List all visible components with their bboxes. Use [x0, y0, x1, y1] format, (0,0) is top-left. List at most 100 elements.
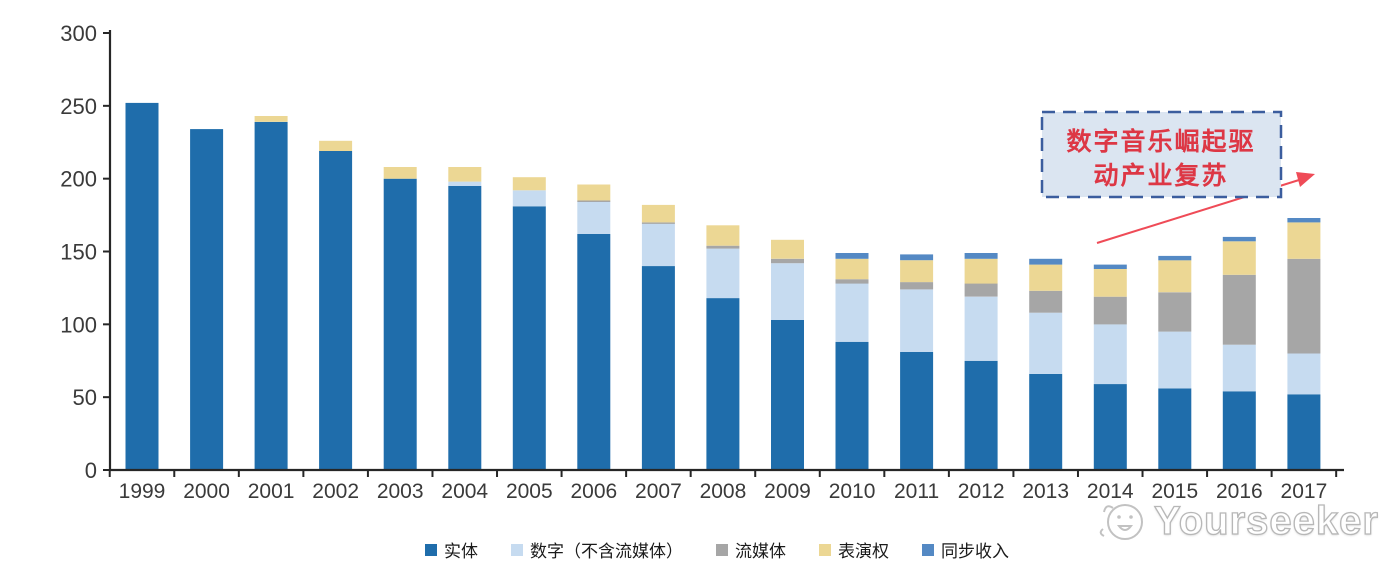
annotation-box-rect: [1040, 110, 1283, 199]
x-tick-label: 2003: [377, 480, 424, 503]
bar-segment-2010: [835, 258, 869, 280]
bar-segment-2008: [706, 298, 740, 470]
bar-segment-2014: [1093, 264, 1127, 269]
x-tick-label: 2010: [829, 480, 876, 503]
bars-group: [125, 102, 1321, 471]
y-tick-label: 100: [60, 312, 97, 337]
x-tick-label: 2001: [248, 480, 295, 503]
bar-segment-2009: [771, 263, 804, 320]
bar-segment-2008: [706, 248, 740, 299]
bar-segment-2005: [512, 190, 546, 207]
bar-segment-2012: [964, 258, 998, 284]
bar-segment-2011: [900, 260, 934, 283]
legend-label-physical: 实体: [444, 542, 478, 561]
bar-segment-2017: [1287, 353, 1321, 395]
bar-segment-2002: [319, 151, 353, 470]
x-tick-label: 2005: [506, 480, 553, 503]
bar-segment-2011: [900, 254, 934, 261]
bar-segment-2012: [964, 360, 998, 471]
bar-segment-2013: [1029, 373, 1063, 470]
annotation-arrow-head: [1296, 172, 1315, 187]
bar-segment-2016: [1222, 344, 1256, 392]
bar-segment-2006: [577, 202, 611, 234]
x-tick-label: 2000: [183, 480, 230, 503]
bar-segment-2003: [383, 167, 417, 179]
axes-group: [103, 30, 1344, 477]
bar-segment-2010: [835, 283, 869, 342]
bar-segment-2013: [1029, 264, 1063, 291]
bar-segment-2007: [641, 223, 675, 266]
bar-segment-2004: [448, 185, 482, 470]
x-tick-label: 2006: [570, 480, 617, 503]
y-tick-label: 150: [60, 240, 97, 265]
x-tick-label: 2008: [700, 480, 747, 503]
y-tick-label: 200: [60, 167, 97, 192]
legend-item-sync: 同步收入: [922, 537, 1009, 562]
bar-segment-2017: [1287, 258, 1321, 354]
bar-segment-2001: [254, 121, 288, 471]
legend-label-sync: 同步收入: [941, 542, 1009, 561]
legend-item-performance: 表演权: [819, 537, 889, 562]
bar-segment-2016: [1222, 241, 1256, 275]
x-tick-label: 2007: [635, 480, 682, 503]
legend-label-digital: 数字（不含流媒体）: [530, 542, 683, 561]
bar-segment-2012: [964, 283, 998, 297]
bar-segment-2003: [383, 178, 417, 470]
bar-segment-2002: [319, 140, 353, 151]
bar-segment-2017: [1287, 394, 1321, 470]
x-tick-label: 2009: [764, 480, 811, 503]
annotation-callout: 数字音乐崛起驱 动产业复苏: [1040, 110, 1315, 244]
bar-segment-2017: [1287, 218, 1321, 223]
legend-swatch-physical: [425, 543, 437, 556]
bar-segment-2016: [1222, 236, 1256, 242]
bar-segment-2014: [1093, 269, 1127, 297]
y-tick-label: 300: [60, 21, 97, 46]
axis-labels-group: 0 50 100 150 200 250 300 1999 2000 2001 2002 2003 20…: [60, 21, 1327, 503]
bar-segment-2009: [771, 258, 804, 264]
bar-segment-2010: [835, 341, 869, 470]
legend-label-performance: 表演权: [838, 542, 889, 561]
bar-segment-2005: [512, 206, 546, 471]
bar-segment-2008: [706, 245, 740, 249]
x-tick-label: 2013: [1022, 480, 1069, 503]
legend-swatch-digital: [511, 543, 523, 556]
bar-segment-2015: [1158, 292, 1192, 332]
bar-segment-2006: [577, 234, 611, 470]
bar-segment-2012: [964, 253, 998, 259]
bar-segment-2007: [641, 266, 675, 470]
bar-segment-2007: [641, 222, 675, 224]
x-tick-label: 2004: [441, 480, 488, 503]
x-tick-label: 2015: [1151, 480, 1198, 503]
bar-segment-2007: [641, 204, 675, 223]
y-tick-label: 0: [85, 458, 97, 483]
legend-item-physical: 实体: [425, 537, 478, 562]
bar-segment-2011: [900, 352, 934, 470]
y-tick-label: 50: [73, 385, 97, 410]
bar-segment-2015: [1158, 388, 1192, 470]
bar-segment-2016: [1222, 391, 1256, 470]
x-tick-label: 2014: [1087, 480, 1134, 503]
bar-segment-2015: [1158, 260, 1192, 293]
bar-segment-2006: [577, 200, 611, 202]
x-tick-label: 2012: [958, 480, 1005, 503]
legend-swatch-sync: [922, 543, 934, 556]
bar-segment-2015: [1158, 331, 1192, 389]
bar-segment-2014: [1093, 324, 1127, 384]
bar-segment-2014: [1093, 296, 1127, 325]
bar-segment-2011: [900, 282, 934, 290]
bar-segment-2008: [706, 225, 740, 246]
bar-segment-2009: [771, 239, 804, 259]
bar-segment-2012: [964, 296, 998, 361]
bar-segment-2009: [771, 320, 804, 470]
legend: 实体 数字（不含流媒体） 流媒体 表演权 同步收入: [0, 537, 1398, 562]
bar-segment-2013: [1029, 312, 1063, 374]
legend-item-digital: 数字（不含流媒体）: [511, 537, 683, 562]
bar-segment-2017: [1287, 222, 1321, 259]
legend-label-streaming: 流媒体: [735, 542, 786, 561]
x-tick-label: 2017: [1281, 480, 1328, 503]
x-tick-label: 2011: [894, 480, 939, 503]
bar-segment-2016: [1222, 274, 1256, 345]
bar-segment-2010: [835, 279, 869, 284]
bar-segment-2006: [577, 184, 611, 201]
